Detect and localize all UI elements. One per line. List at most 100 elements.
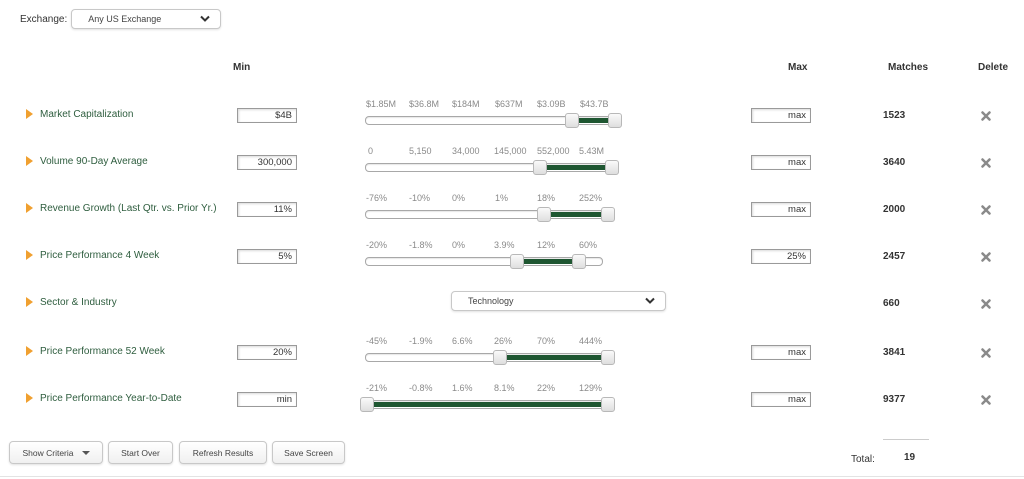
slider-min-handle[interactable] (537, 207, 551, 222)
range-slider[interactable] (365, 350, 615, 365)
tick-label: 5.43M (579, 146, 605, 156)
min-input[interactable]: $4B (237, 108, 297, 123)
delete-icon[interactable] (981, 158, 991, 168)
tick-label: 252% (579, 193, 603, 203)
tick-label: 12% (537, 240, 556, 250)
max-input[interactable]: max (751, 155, 811, 170)
tick-label: -20% (366, 240, 388, 250)
slider-max-handle[interactable] (601, 397, 615, 412)
expand-arrow-icon[interactable] (26, 250, 33, 260)
expand-arrow-icon[interactable] (26, 393, 33, 403)
range-slider[interactable] (365, 160, 619, 175)
criteria-name[interactable]: Volume 90-Day Average (40, 156, 148, 167)
max-input[interactable]: max (751, 202, 811, 217)
delete-icon[interactable] (981, 205, 991, 215)
slider-fill (546, 165, 606, 170)
range-slider[interactable] (365, 207, 615, 222)
slider-min-handle[interactable] (360, 397, 374, 412)
slider-max-handle[interactable] (608, 113, 622, 128)
slider-fill (578, 118, 610, 123)
delete-header: Delete (978, 62, 1009, 73)
sector-select-value: Technology (468, 296, 514, 306)
criteria-name[interactable]: Market Capitalization (40, 109, 134, 120)
sector-select[interactable]: Technology (451, 291, 666, 311)
matches-count: 3841 (883, 347, 906, 358)
criteria-row-volume: Volume 90-Day Average 300,000 0 5,150 34… (0, 146, 1024, 176)
range-slider[interactable] (365, 113, 622, 128)
min-header: Min (233, 62, 251, 73)
exchange-select[interactable]: Any US Exchange (71, 9, 222, 29)
tick-label: 1% (495, 193, 509, 203)
slider-ticks: -21% -0.8% 1.6% 8.1% 22% 129% (366, 383, 626, 395)
criteria-name[interactable]: Price Performance 52 Week (40, 346, 165, 357)
min-input[interactable]: 11% (237, 202, 297, 217)
tick-label: 145,000 (494, 146, 527, 156)
min-input[interactable]: 5% (237, 249, 297, 264)
criteria-name[interactable]: Sector & Industry (40, 297, 117, 308)
matches-count: 3640 (883, 157, 906, 168)
tick-label: 26% (494, 336, 513, 346)
criteria-name[interactable]: Revenue Growth (Last Qtr. vs. Prior Yr.) (40, 203, 217, 214)
slider-ticks: $1.85M $36.8M $184M $637M $3.09B $43.7B (366, 99, 626, 111)
slider-fill (550, 212, 602, 217)
expand-arrow-icon[interactable] (26, 297, 33, 307)
delete-icon[interactable] (981, 299, 991, 309)
max-input[interactable]: max (751, 108, 811, 123)
expand-arrow-icon[interactable] (26, 346, 33, 356)
save-screen-button[interactable]: Save Screen (272, 441, 345, 464)
show-criteria-button[interactable]: Show Criteria (9, 441, 103, 464)
range-slider[interactable] (360, 397, 615, 412)
exchange-label: Exchange: (20, 13, 68, 25)
tick-label: -21% (366, 383, 388, 393)
exchange-filter: Exchange: Any US Exchange (20, 9, 222, 29)
slider-min-handle[interactable] (493, 350, 507, 365)
expand-arrow-icon[interactable] (26, 156, 33, 166)
slider-ticks: -76% -10% 0% 1% 18% 252% (366, 193, 626, 205)
slider-max-handle[interactable] (601, 350, 615, 365)
tick-label: -10% (409, 193, 431, 203)
slider-max-handle[interactable] (605, 160, 619, 175)
tick-label: $184M (452, 99, 480, 109)
delete-icon[interactable] (981, 252, 991, 262)
expand-arrow-icon[interactable] (26, 203, 33, 213)
min-input[interactable]: 20% (237, 345, 297, 360)
tick-label: -45% (366, 336, 388, 346)
max-input[interactable]: max (751, 392, 811, 407)
slider-ticks: -20% -1.8% 0% 3.9% 12% 60% (366, 240, 626, 252)
delete-icon[interactable] (981, 111, 991, 121)
tick-label: -76% (366, 193, 388, 203)
refresh-results-button[interactable]: Refresh Results (179, 441, 267, 464)
total-label: Total: (851, 454, 875, 465)
tick-label: -1.8% (409, 240, 433, 250)
tick-label: 1.6% (452, 383, 473, 393)
slider-max-handle[interactable] (601, 207, 615, 222)
criteria-name[interactable]: Price Performance Year-to-Date (40, 393, 182, 404)
tick-label: $43.7B (580, 99, 609, 109)
tick-label: 552,000 (537, 146, 570, 156)
expand-arrow-icon[interactable] (26, 109, 33, 119)
criteria-row-price-perf-4wk: Price Performance 4 Week 5% -20% -1.8% 0… (0, 240, 1024, 270)
min-input[interactable]: min (237, 392, 297, 407)
chevron-down-icon (645, 297, 655, 304)
caret-down-icon (81, 450, 90, 455)
max-input[interactable]: 25% (751, 249, 811, 264)
tick-label: 129% (579, 383, 603, 393)
delete-icon[interactable] (981, 348, 991, 358)
delete-icon[interactable] (981, 395, 991, 405)
criteria-name[interactable]: Price Performance 4 Week (40, 250, 160, 261)
criteria-row-revenue-growth: Revenue Growth (Last Qtr. vs. Prior Yr.)… (0, 193, 1024, 223)
criteria-row-market-cap: Market Capitalization $4B $1.85M $36.8M … (0, 99, 1024, 129)
min-input[interactable]: 300,000 (237, 155, 297, 170)
slider-ticks: 0 5,150 34,000 145,000 552,000 5.43M (366, 146, 626, 158)
slider-max-handle[interactable] (572, 254, 586, 269)
criteria-row-price-perf-52wk: Price Performance 52 Week 20% -45% -1.9%… (0, 336, 1024, 366)
matches-count: 2000 (883, 204, 906, 215)
max-input[interactable]: max (751, 345, 811, 360)
slider-min-handle[interactable] (533, 160, 547, 175)
slider-min-handle[interactable] (510, 254, 524, 269)
start-over-button[interactable]: Start Over (108, 441, 173, 464)
slider-fill (374, 402, 602, 407)
range-slider[interactable] (365, 254, 603, 269)
slider-min-handle[interactable] (565, 113, 579, 128)
tick-label: 3.9% (494, 240, 515, 250)
